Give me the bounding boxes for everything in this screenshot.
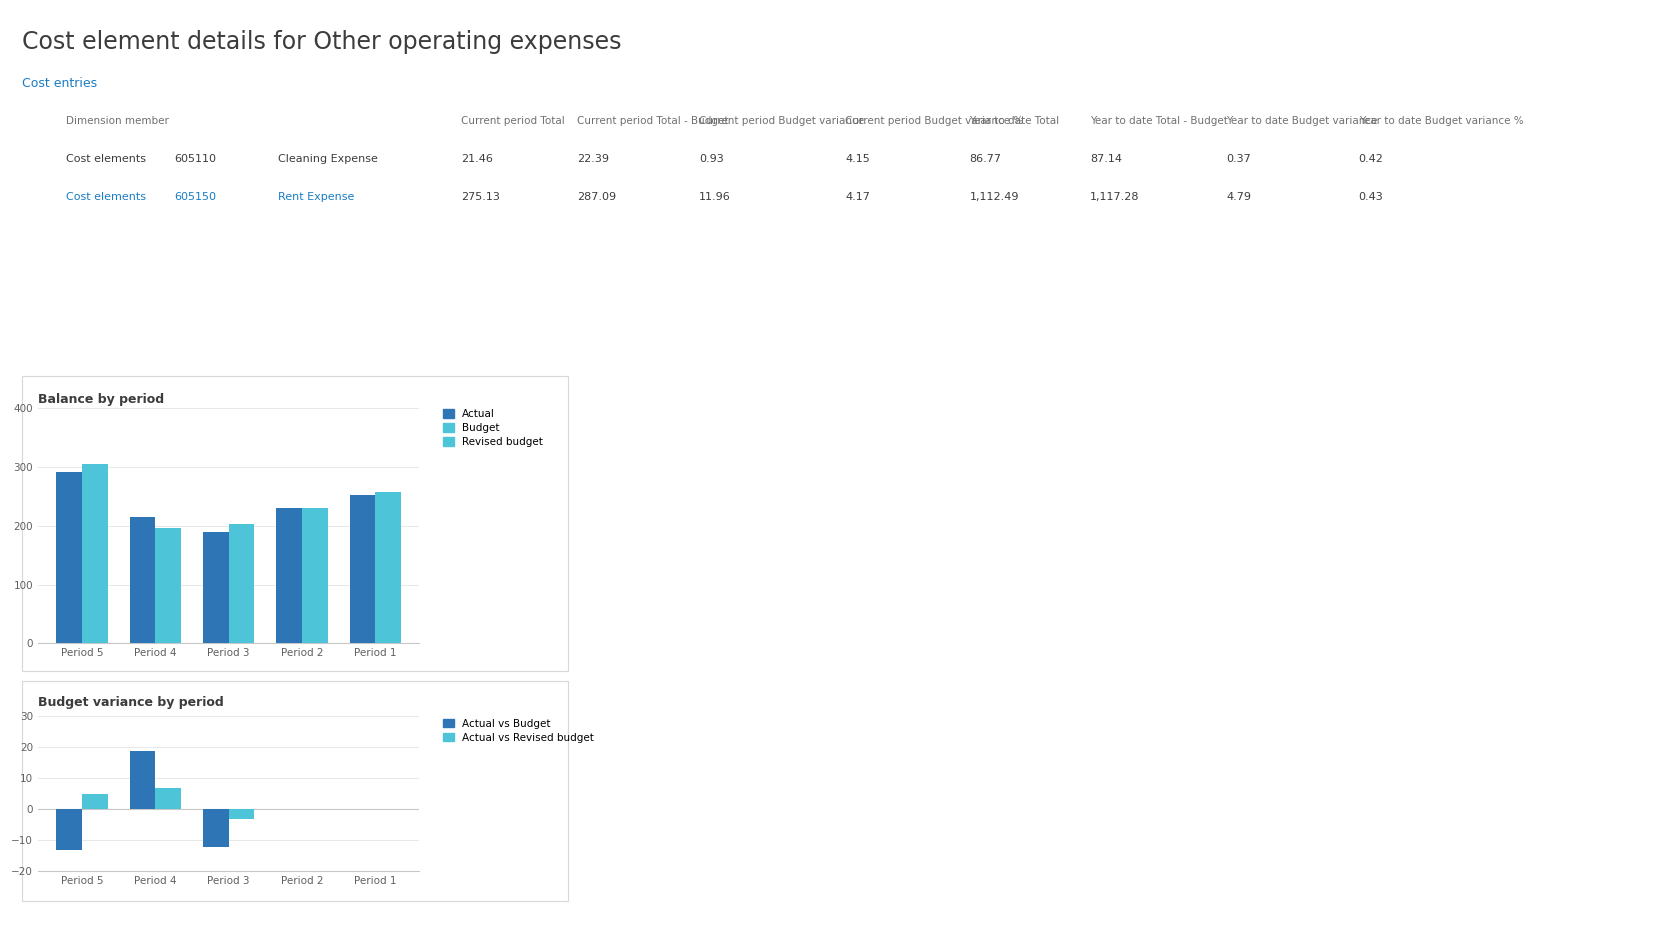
Bar <box>129 517 156 643</box>
Text: 87.14: 87.14 <box>1090 154 1122 164</box>
Legend: Actual vs Budget, Actual vs Revised budget: Actual vs Budget, Actual vs Revised budg… <box>444 718 595 743</box>
Text: Cost elements: Cost elements <box>66 154 146 164</box>
Text: Year to date Total - Budget: Year to date Total - Budget <box>1090 116 1228 127</box>
Bar <box>83 464 108 643</box>
Text: Cost element details for Other operating expenses: Cost element details for Other operating… <box>22 30 621 54</box>
Text: Cost elements: Cost elements <box>66 192 146 202</box>
Bar <box>374 492 401 643</box>
Text: 287.09: 287.09 <box>577 192 616 202</box>
Text: 275.13: 275.13 <box>461 192 499 202</box>
Bar <box>156 788 181 809</box>
Text: 0.37: 0.37 <box>1226 154 1251 164</box>
Text: 1,117.28: 1,117.28 <box>1090 192 1140 202</box>
Text: 0.43: 0.43 <box>1359 192 1384 202</box>
Text: Rent Expense: Rent Expense <box>278 192 355 202</box>
Bar <box>350 496 374 643</box>
Bar <box>229 524 254 643</box>
Text: 0.93: 0.93 <box>699 154 724 164</box>
Text: Dimension member: Dimension member <box>66 116 169 127</box>
Text: 4.17: 4.17 <box>845 192 870 202</box>
Bar <box>204 809 229 847</box>
Text: 11.96: 11.96 <box>699 192 731 202</box>
Text: 21.46: 21.46 <box>461 154 492 164</box>
Text: Cost entries: Cost entries <box>22 77 96 90</box>
Bar <box>277 508 302 643</box>
Bar <box>56 471 83 643</box>
Text: 605110: 605110 <box>174 154 215 164</box>
Text: Current period Total - Budget: Current period Total - Budget <box>577 116 727 127</box>
Text: Current period Total: Current period Total <box>461 116 565 127</box>
Text: Cleaning Expense: Cleaning Expense <box>278 154 378 164</box>
Text: 4.79: 4.79 <box>1226 192 1251 202</box>
Text: 1,112.49: 1,112.49 <box>969 192 1019 202</box>
Text: Year to date Budget variance %: Year to date Budget variance % <box>1359 116 1523 127</box>
Text: Year to date Total: Year to date Total <box>969 116 1059 127</box>
Bar <box>204 531 229 643</box>
Bar <box>83 794 108 809</box>
Text: 605150: 605150 <box>174 192 215 202</box>
Text: 86.77: 86.77 <box>969 154 1001 164</box>
Text: Balance by period: Balance by period <box>38 393 164 406</box>
Text: 0.42: 0.42 <box>1359 154 1384 164</box>
Text: Year to date Budget variance: Year to date Budget variance <box>1226 116 1377 127</box>
Legend: Actual, Budget, Revised budget: Actual, Budget, Revised budget <box>444 409 543 447</box>
Text: 4.15: 4.15 <box>845 154 870 164</box>
Text: Budget variance by period: Budget variance by period <box>38 696 224 709</box>
Text: Current period Budget variance: Current period Budget variance <box>699 116 865 127</box>
Bar <box>229 809 254 819</box>
Text: 22.39: 22.39 <box>577 154 608 164</box>
Bar <box>129 750 156 809</box>
Bar <box>302 508 328 643</box>
Text: Current period Budget variance %: Current period Budget variance % <box>845 116 1024 127</box>
Text: ✓: ✓ <box>18 192 28 202</box>
Bar <box>56 809 83 850</box>
Bar <box>156 528 181 643</box>
